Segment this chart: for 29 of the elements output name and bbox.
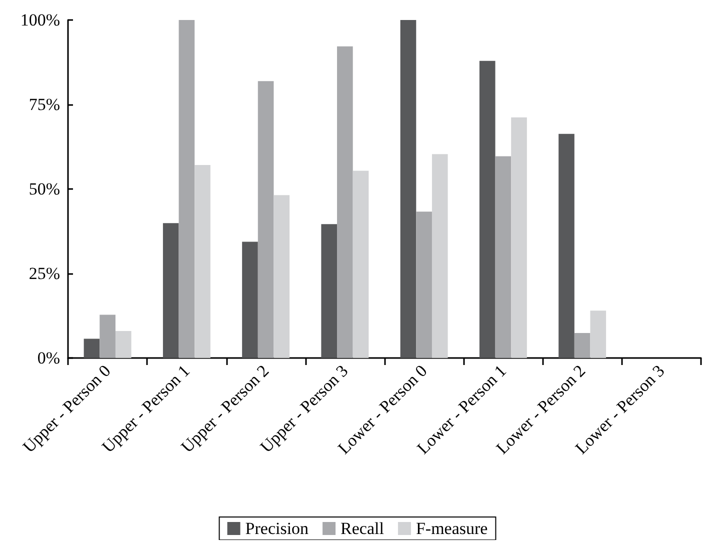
y-tick-label: 50% [28, 180, 60, 198]
bar [258, 81, 274, 358]
bar [416, 212, 432, 358]
bar [337, 46, 353, 358]
bar [400, 20, 416, 358]
y-tick-label: 0% [37, 348, 60, 368]
bar [84, 338, 100, 358]
bar [321, 224, 338, 358]
legend-label: F-measure [416, 519, 488, 538]
bar [574, 332, 590, 358]
bar [511, 117, 527, 358]
bar [479, 60, 496, 358]
bar [495, 156, 512, 358]
bar [178, 20, 195, 358]
bar [590, 310, 606, 358]
bar [352, 170, 369, 358]
bar [162, 223, 179, 358]
legend-label: Precision [245, 519, 310, 538]
legend-label: Recall [340, 519, 384, 538]
bar [100, 314, 116, 358]
bar [115, 330, 132, 358]
bar [242, 242, 258, 358]
bar [432, 154, 448, 358]
bar [274, 195, 290, 358]
y-tick-label: 100% [20, 10, 60, 30]
bar [194, 165, 210, 358]
bar [558, 134, 574, 358]
y-tick-label: 25% [28, 264, 60, 283]
y-tick-label: 75% [28, 95, 60, 114]
